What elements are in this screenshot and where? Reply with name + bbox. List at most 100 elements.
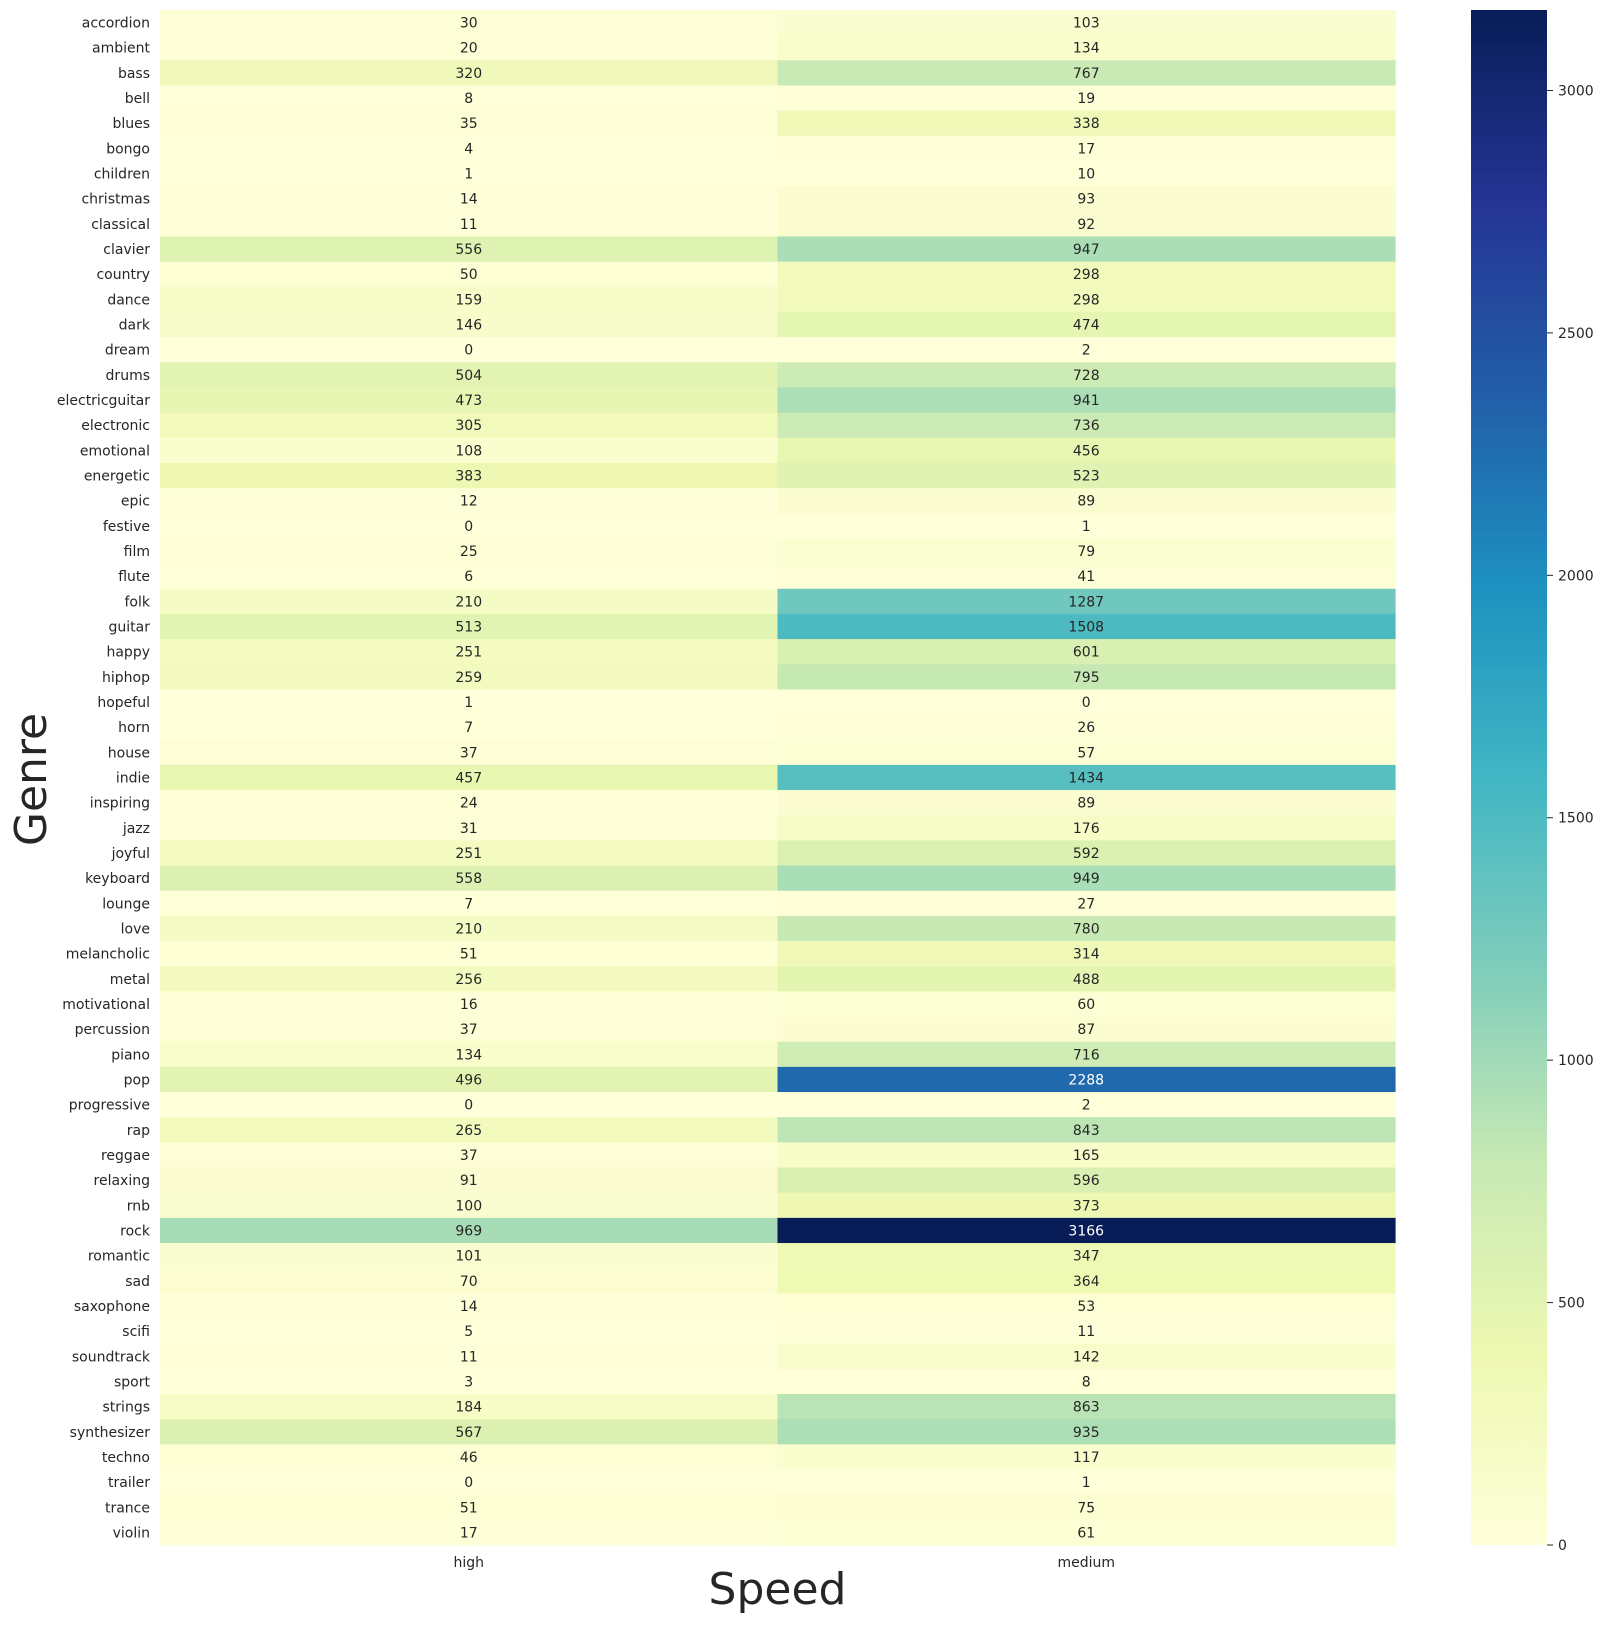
y-tick-label: film	[124, 544, 150, 560]
cell-value-label: 949	[1073, 871, 1100, 887]
heatmap-cell	[777, 664, 1396, 691]
cell-value-label: 473	[455, 393, 482, 409]
cell-value-label: 935	[1073, 1425, 1100, 1441]
heatmap-cell	[160, 1167, 779, 1194]
heatmap-cell	[160, 1142, 779, 1169]
cell-value-label: 53	[1077, 1299, 1095, 1315]
heatmap-cell	[777, 966, 1396, 992]
y-tick-label: romantic	[88, 1249, 150, 1265]
heatmap-cell	[777, 588, 1396, 615]
heatmap-cell	[777, 1217, 1396, 1244]
heatmap-cell	[777, 1444, 1396, 1471]
heatmap-cell	[777, 1092, 1396, 1118]
cell-value-label: 7	[464, 896, 473, 912]
heatmap-cell	[777, 437, 1396, 464]
cell-value-label: 338	[1073, 116, 1100, 132]
y-tick-label: children	[94, 167, 150, 183]
heatmap-cell	[777, 261, 1396, 288]
y-tick-label: blues	[112, 116, 150, 132]
heatmap-cell	[160, 915, 779, 942]
y-tick-label: happy	[106, 645, 150, 661]
y-tick-label: energetic	[84, 469, 150, 485]
y-tick-label: inspiring	[90, 796, 150, 812]
cell-value-label: 89	[1077, 494, 1095, 510]
heatmap-cell	[777, 563, 1396, 590]
heatmap-cell	[777, 1268, 1396, 1294]
heatmap-cell	[160, 588, 779, 615]
cell-value-label: 504	[455, 368, 482, 384]
cell-value-label: 2	[1082, 1098, 1091, 1114]
cell-value-label: 51	[460, 1500, 478, 1516]
cell-value-label: 558	[455, 871, 482, 887]
y-tick-label: rock	[120, 1223, 151, 1239]
heatmap-cell	[160, 261, 779, 288]
y-tick-label: motivational	[62, 997, 150, 1013]
heatmap-cell	[160, 236, 779, 263]
y-tick-label: accordion	[82, 16, 150, 32]
cell-value-label: 176	[1073, 821, 1100, 837]
colorbar-tick-label: 0	[1558, 1538, 1567, 1554]
heatmap-cell	[777, 1394, 1396, 1420]
cell-value-label: 11	[460, 1349, 478, 1365]
heatmap-cell	[777, 236, 1396, 263]
cell-value-label: 0	[1082, 695, 1091, 711]
cell-value-label: 298	[1073, 267, 1100, 283]
cell-value-label: 16	[460, 997, 478, 1013]
y-tick-label: dream	[105, 343, 150, 359]
cell-value-label: 31	[460, 821, 478, 837]
y-tick-label: ambient	[92, 41, 150, 57]
cell-value-label: 2288	[1068, 1072, 1104, 1088]
cell-value-label: 251	[455, 846, 482, 862]
cell-value-label: 941	[1073, 393, 1100, 409]
cell-value-label: 716	[1073, 1047, 1100, 1063]
heatmap-cell	[777, 613, 1396, 640]
cell-value-label: 57	[1077, 745, 1095, 761]
y-tick-label: hopeful	[97, 695, 150, 711]
cell-value-label: 37	[460, 1148, 478, 1164]
heatmap-cell	[160, 1243, 779, 1269]
heatmap-cell	[777, 1494, 1396, 1521]
cell-value-label: 37	[460, 1022, 478, 1038]
heatmap-cell	[777, 1293, 1396, 1320]
cell-value-label: 383	[455, 469, 482, 485]
cell-value-label: 70	[460, 1274, 478, 1290]
cell-value-label: 3	[464, 1374, 473, 1390]
cell-value-label: 596	[1073, 1173, 1100, 1189]
y-tick-label: rnb	[127, 1198, 150, 1214]
y-tick-label: joyful	[111, 846, 150, 862]
y-tick-label: synthesizer	[70, 1425, 151, 1441]
colorbar-gradient	[1471, 10, 1547, 1545]
cell-value-label: 6	[464, 569, 473, 585]
cell-value-label: 1508	[1068, 620, 1104, 636]
colorbar-tick-label: 3000	[1558, 83, 1594, 99]
heatmap-cell	[160, 764, 779, 791]
cell-value-label: 728	[1073, 368, 1100, 384]
heatmap-cell	[160, 966, 779, 992]
y-tick-label: sad	[125, 1274, 150, 1290]
y-tick-label: electricguitar	[57, 393, 150, 409]
cell-value-label: 0	[464, 519, 473, 535]
heatmap-cell	[160, 135, 779, 162]
heatmap-cell	[777, 488, 1396, 514]
cell-value-label: 24	[460, 796, 478, 812]
cell-value-label: 364	[1073, 1274, 1100, 1290]
cell-value-label: 35	[460, 116, 478, 132]
cell-value-label: 947	[1073, 242, 1100, 258]
heatmap-cell	[160, 639, 779, 665]
y-tick-label: indie	[116, 771, 150, 787]
cell-value-label: 298	[1073, 292, 1100, 308]
x-tick-label: medium	[1057, 1555, 1115, 1571]
heatmap-cell	[160, 689, 779, 716]
cell-value-label: 347	[1073, 1249, 1100, 1265]
heatmap-cell	[777, 10, 1396, 36]
cell-value-label: 320	[455, 66, 482, 82]
heatmap-cell	[777, 1419, 1396, 1445]
cell-value-label: 256	[455, 972, 482, 988]
y-tick-label: dance	[107, 292, 150, 308]
x-axis-title: Speed	[709, 1564, 847, 1615]
heatmap-cell	[160, 1016, 779, 1043]
heatmap-cell	[777, 462, 1396, 489]
cell-value-label: 51	[460, 947, 478, 963]
cell-value-label: 592	[1073, 846, 1100, 862]
